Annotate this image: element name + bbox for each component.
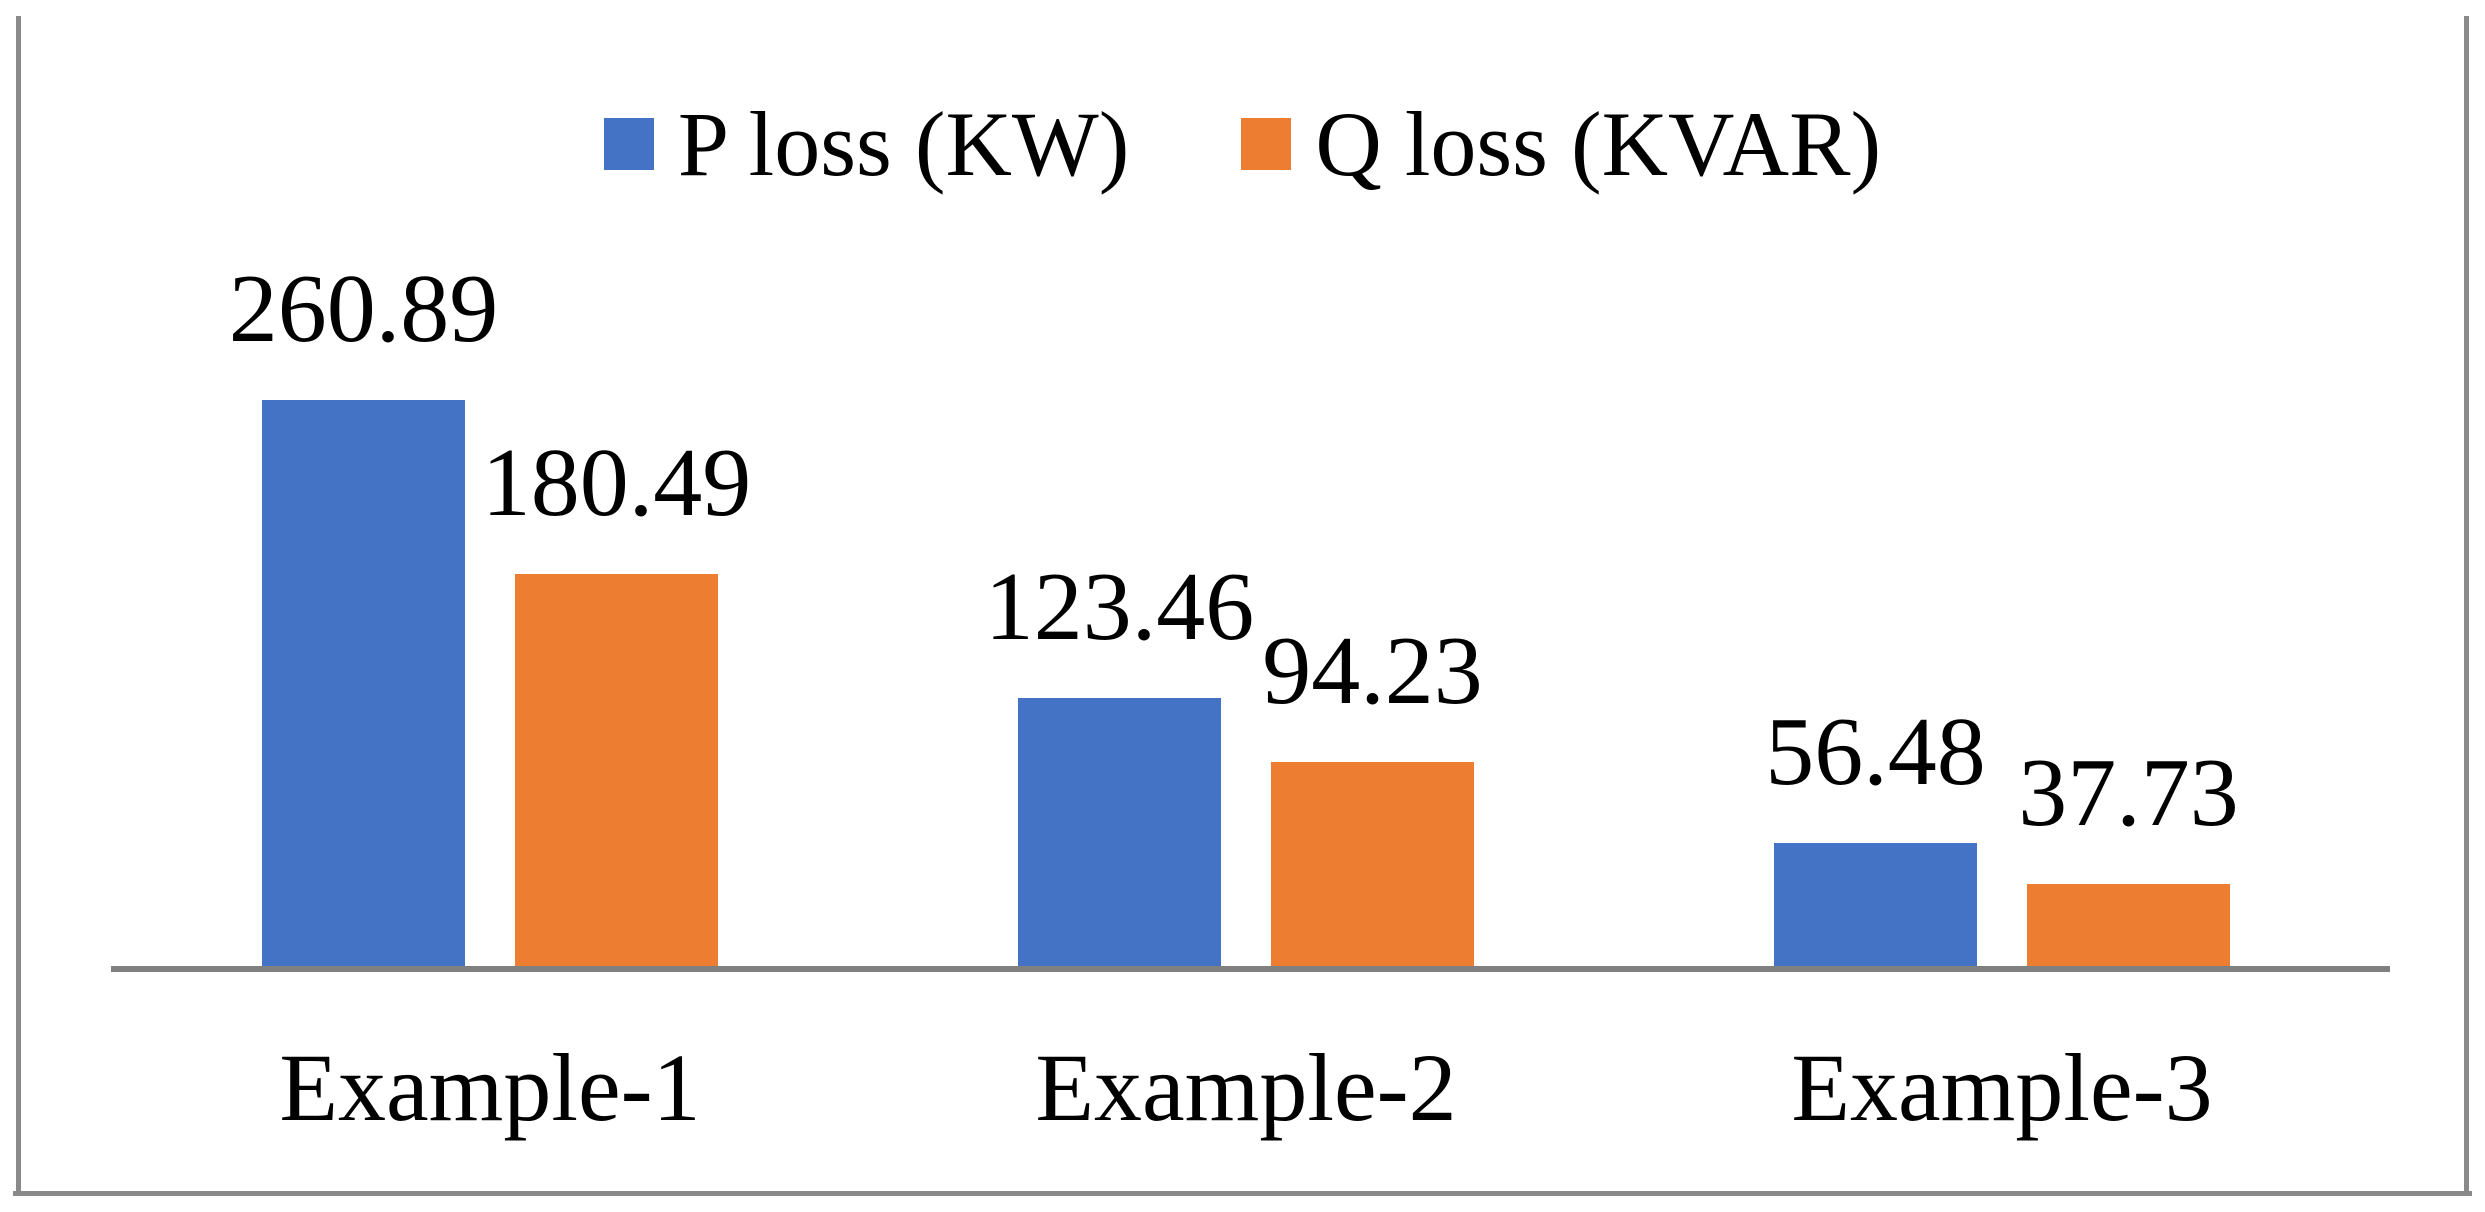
bar-value-label: 37.73 bbox=[2018, 739, 2239, 847]
bar-value-label: 94.23 bbox=[1262, 617, 1483, 725]
bar bbox=[2027, 884, 2230, 966]
bar-value-label: 123.46 bbox=[984, 553, 1255, 661]
frame-bottom-border bbox=[13, 1191, 2472, 1196]
x-axis-line bbox=[111, 966, 2390, 972]
legend-label: Q loss (KVAR) bbox=[1315, 93, 1882, 195]
bar bbox=[1271, 762, 1474, 966]
legend-label: P loss (KW) bbox=[677, 93, 1130, 195]
category-label: Example-1 bbox=[279, 1034, 701, 1141]
category-label: Example-2 bbox=[1035, 1034, 1457, 1141]
category-label: Example-3 bbox=[1791, 1034, 2213, 1141]
bar bbox=[1774, 843, 1977, 966]
bar-value-label: 260.89 bbox=[228, 255, 499, 363]
legend-item: P loss (KW) bbox=[603, 93, 1130, 195]
bar-value-label: 180.49 bbox=[481, 429, 752, 537]
bar bbox=[262, 400, 465, 966]
legend-item: Q loss (KVAR) bbox=[1241, 96, 1881, 193]
frame-right-border bbox=[2464, 16, 2469, 1196]
legend: P loss (KW) Q loss (KVAR) bbox=[0, 96, 2485, 193]
bar bbox=[1018, 698, 1221, 966]
bar bbox=[515, 574, 718, 966]
frame-left-border bbox=[16, 16, 21, 1196]
bar-value-label: 56.48 bbox=[1765, 698, 1986, 806]
legend-swatch-icon bbox=[603, 118, 654, 171]
legend-swatch-icon bbox=[1241, 118, 1292, 171]
